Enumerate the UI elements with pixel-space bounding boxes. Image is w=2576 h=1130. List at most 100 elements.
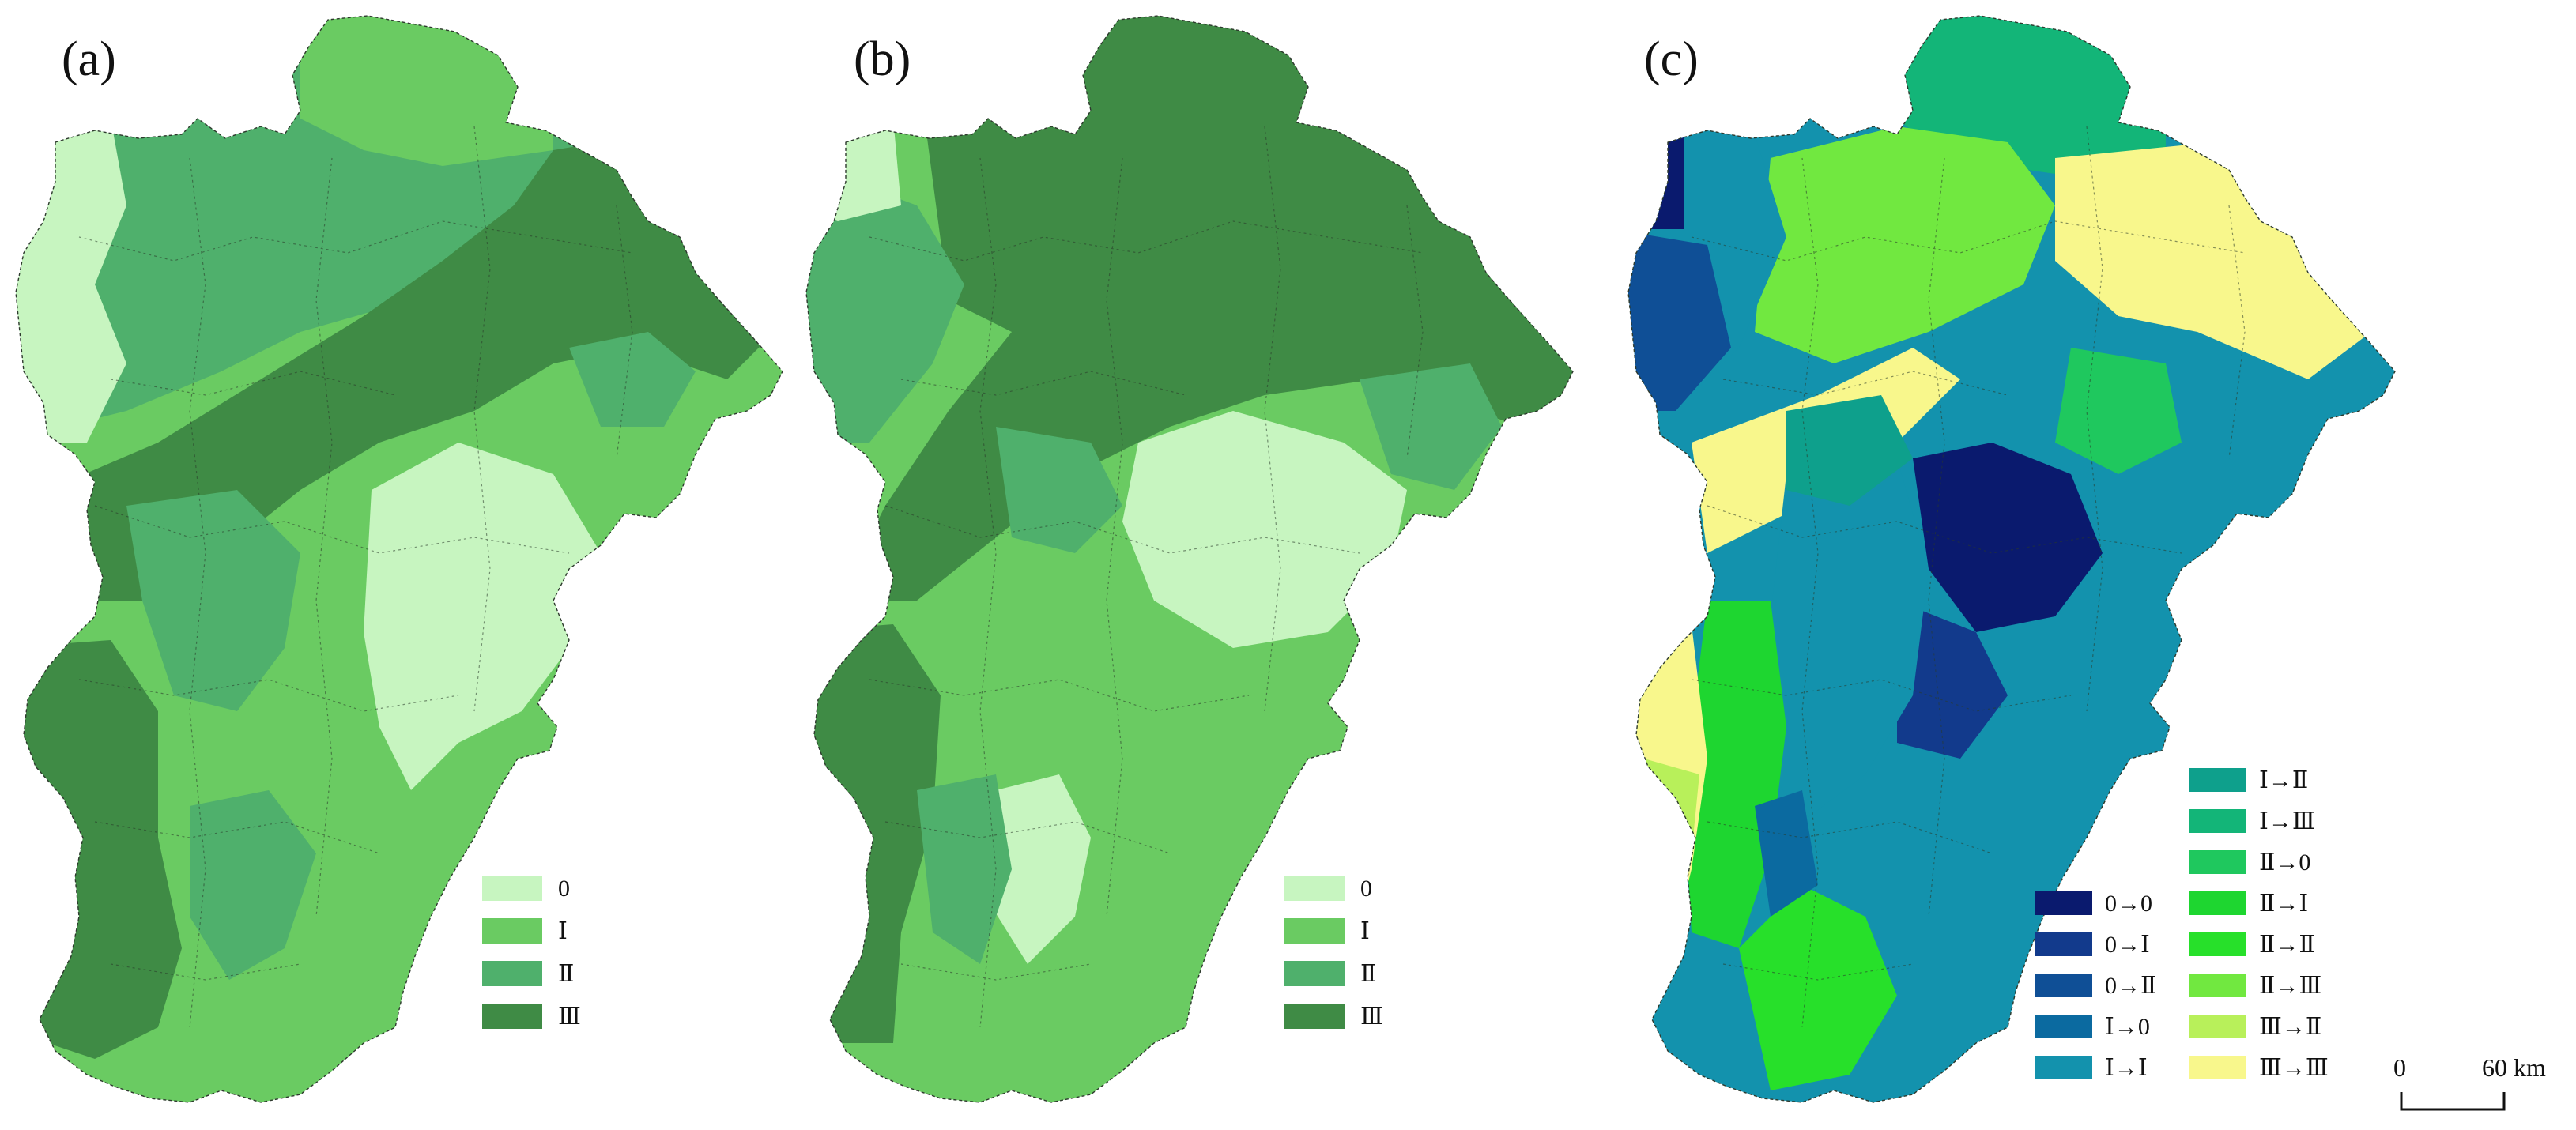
legend-c-right-item-4: Ⅱ→Ⅱ xyxy=(2189,932,2315,958)
map-a-zone-east xyxy=(364,443,601,790)
legend-c-left: 0→0 0→Ⅰ 0→Ⅱ Ⅰ→0 Ⅰ→Ⅰ xyxy=(2035,891,2156,1081)
legend-c-left-swatch-0 xyxy=(2035,891,2092,915)
legend-b: 0 Ⅰ Ⅱ Ⅲ xyxy=(1284,876,1383,1030)
legend-c-right-label-6: Ⅲ→Ⅱ xyxy=(2259,1014,2321,1040)
legend-c-left-swatch-1 xyxy=(2035,932,2092,956)
map-c-zone-central-north xyxy=(1786,395,1913,506)
map-a-zone-band xyxy=(47,142,775,601)
legend-a-label-3: Ⅲ xyxy=(558,1004,581,1030)
map-a-zone-middle xyxy=(126,490,300,711)
map-a-zone-south xyxy=(190,790,316,980)
legend-a: 0 Ⅰ Ⅱ Ⅲ xyxy=(482,876,581,1030)
legend-b-item-2: Ⅱ xyxy=(1284,961,1376,987)
scale-bar-line xyxy=(2400,1092,2506,1111)
legend-c-right-label-0: Ⅰ→Ⅱ xyxy=(2259,767,2308,793)
legend-a-item-0: 0 xyxy=(482,876,570,902)
map-c-zone-south-center xyxy=(1755,790,1818,917)
map-c-zone-southwest-small xyxy=(1644,759,1699,853)
legend-a-item-1: Ⅰ xyxy=(482,918,568,944)
panel-label-c: (c) xyxy=(1644,32,1699,86)
legend-a-label-2: Ⅱ xyxy=(558,961,574,987)
legend-b-item-3: Ⅲ xyxy=(1284,1004,1383,1030)
legend-b-label-0: 0 xyxy=(1360,876,1372,902)
legend-c-right-label-4: Ⅱ→Ⅱ xyxy=(2259,932,2315,958)
map-panel-b: (b) xyxy=(805,15,1574,1103)
map-b-zone-middle xyxy=(996,427,1122,553)
legend-c-left-item-0: 0→0 xyxy=(2035,891,2152,917)
legend-a-label-1: Ⅰ xyxy=(558,918,568,944)
map-c-zone-west-lower xyxy=(1628,229,1731,411)
legend-c-right-swatch-5 xyxy=(2189,974,2246,997)
legend-c-left-label-2: 0→Ⅱ xyxy=(2105,973,2156,999)
scale-bar-end-label: 60 km xyxy=(2482,1053,2546,1082)
map-c-zone-northeast xyxy=(2055,142,2371,379)
legend-c-right-item-1: Ⅰ→Ⅲ xyxy=(2189,808,2315,834)
legend-c-left-label-1: 0→Ⅰ xyxy=(2105,932,2150,958)
legend-c-left-label-0: 0→0 xyxy=(2105,891,2152,917)
legend-c-right-label-2: Ⅱ→0 xyxy=(2259,849,2310,876)
map-a-zone-northeast xyxy=(569,332,696,427)
map-c-zone-east xyxy=(1913,443,2103,632)
map-c-zone-east-lower xyxy=(1897,601,2008,759)
map-b-zone-lower xyxy=(917,774,1012,964)
legend-c-right-swatch-7 xyxy=(2189,1056,2246,1079)
legend-c-right-swatch-2 xyxy=(2189,850,2246,874)
map-b-zone-west xyxy=(806,158,964,443)
legend-a-label-0: 0 xyxy=(558,876,570,902)
map-b-zone-south xyxy=(988,774,1091,964)
legend-c-left-item-3: Ⅰ→0 xyxy=(2035,1014,2150,1040)
legend-b-label-3: Ⅲ xyxy=(1360,1004,1383,1030)
legend-b-swatch-2 xyxy=(1284,961,1345,986)
legend-a-item-2: Ⅱ xyxy=(482,961,574,987)
legend-c-right-label-3: Ⅱ→Ⅰ xyxy=(2259,891,2308,917)
map-b-zone-northwest xyxy=(806,95,901,221)
legend-b-label-1: Ⅰ xyxy=(1360,918,1370,944)
legend-a-swatch-1 xyxy=(482,918,542,944)
legend-b-swatch-0 xyxy=(1284,876,1345,901)
map-c-zone-northwest xyxy=(1628,119,1684,229)
legend-c-right-item-3: Ⅱ→Ⅰ xyxy=(2189,891,2308,917)
legend-c-right-item-0: Ⅰ→Ⅱ xyxy=(2189,767,2308,793)
region-map-a xyxy=(15,15,783,1103)
legend-c-left-swatch-3 xyxy=(2035,1015,2092,1038)
legend-c-right-swatch-6 xyxy=(2189,1015,2246,1038)
legend-b-label-2: Ⅱ xyxy=(1360,961,1376,987)
scale-bar: 0 60 km xyxy=(2393,1053,2546,1111)
legend-c-right-item-2: Ⅱ→0 xyxy=(2189,849,2310,876)
legend-c-right: Ⅰ→Ⅱ Ⅰ→Ⅲ Ⅱ→0 Ⅱ→Ⅰ Ⅱ→Ⅱ Ⅱ→Ⅲ xyxy=(2189,767,2329,1081)
map-b-zone-center xyxy=(1122,411,1407,648)
legend-c-left-swatch-2 xyxy=(2035,974,2092,997)
legend-c-right-swatch-0 xyxy=(2189,768,2246,792)
map-c-zone-northeast-lower xyxy=(2055,348,2182,474)
legend-a-swatch-0 xyxy=(482,876,542,901)
map-c-zone-center xyxy=(1755,458,1929,822)
legend-c-right-item-5: Ⅱ→Ⅲ xyxy=(2189,973,2321,999)
panel-label-a: (a) xyxy=(62,32,116,86)
legend-c-right-item-6: Ⅲ→Ⅱ xyxy=(2189,1014,2321,1040)
legend-c-right-label-7: Ⅲ→Ⅲ xyxy=(2259,1055,2329,1081)
map-c-zone-south xyxy=(1739,885,1897,1090)
legend-a-swatch-2 xyxy=(482,961,542,986)
legend-c-left-item-4: Ⅰ→Ⅰ xyxy=(2035,1055,2148,1081)
legend-c-right-item-7: Ⅲ→Ⅲ xyxy=(2189,1055,2329,1081)
map-panel-c: (c) xyxy=(1627,15,2546,1111)
legend-b-item-0: 0 xyxy=(1284,876,1372,902)
legend-a-swatch-3 xyxy=(482,1004,542,1029)
legend-c-left-label-4: Ⅰ→Ⅰ xyxy=(2105,1055,2148,1081)
legend-c-left-item-1: 0→Ⅰ xyxy=(2035,932,2150,958)
map-panel-a: (a) xyxy=(15,15,783,1103)
map-c-zone-north xyxy=(1755,126,2055,363)
legend-c-left-swatch-4 xyxy=(2035,1056,2092,1079)
legend-c-right-swatch-1 xyxy=(2189,809,2246,833)
legend-c-left-label-3: Ⅰ→0 xyxy=(2105,1014,2150,1040)
scale-bar-start-label: 0 xyxy=(2393,1053,2406,1082)
region-map-b xyxy=(805,15,1574,1103)
legend-b-item-1: Ⅰ xyxy=(1284,918,1370,944)
panel-label-b: (b) xyxy=(854,32,911,86)
legend-c-left-item-2: 0→Ⅱ xyxy=(2035,973,2156,999)
legend-c-right-label-5: Ⅱ→Ⅲ xyxy=(2259,973,2321,999)
legend-c-right-label-1: Ⅰ→Ⅲ xyxy=(2259,808,2315,834)
legend-b-swatch-1 xyxy=(1284,918,1345,944)
legend-a-item-3: Ⅲ xyxy=(482,1004,581,1030)
